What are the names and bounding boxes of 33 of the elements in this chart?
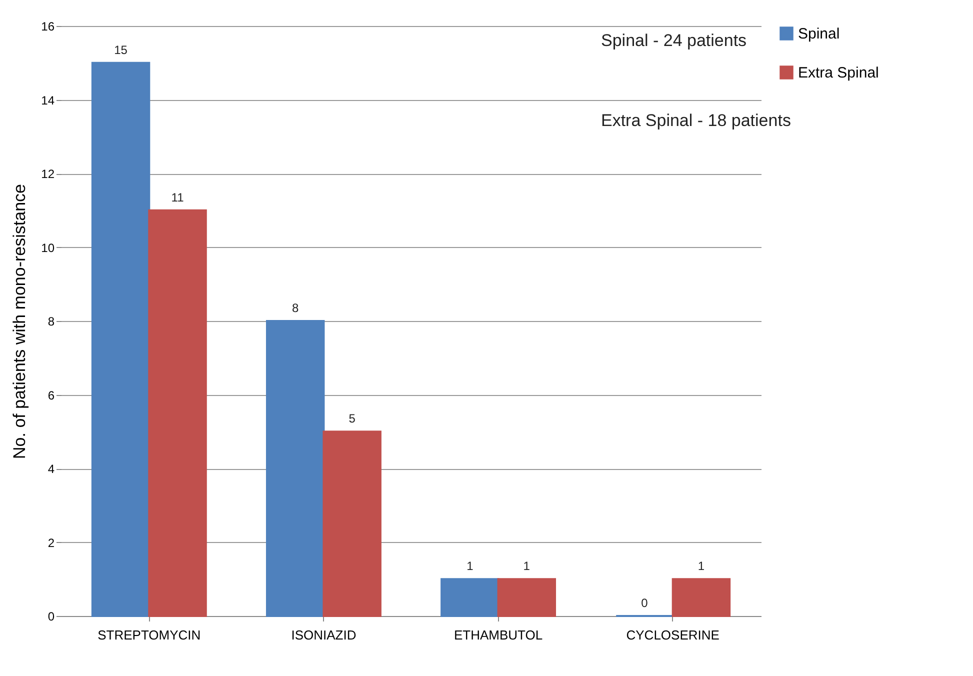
data-label: 11 [171, 190, 184, 204]
bar [91, 62, 150, 617]
y-tick-label: 12 [41, 167, 55, 181]
y-tick-label: 6 [48, 388, 55, 402]
y-tick-label: 4 [48, 462, 55, 476]
bar [497, 578, 556, 617]
y-tick-label: 10 [41, 240, 55, 255]
bar [266, 320, 325, 617]
x-tick-label: ETHAMBUTOL [454, 628, 543, 642]
legend-label: Extra Spinal [798, 64, 879, 82]
data-label: 5 [348, 412, 356, 426]
y-tick-label: 16 [41, 20, 55, 34]
annotation: Extra Spinal - 18 patients [601, 111, 791, 130]
y-tick-label: 0 [48, 610, 55, 624]
y-tick-label: 8 [48, 314, 55, 328]
y-tick-label: 2 [48, 536, 55, 550]
data-label: 1 [698, 559, 705, 574]
legend-label: Spinal [798, 26, 840, 42]
annotation: Spinal - 24 patients [601, 31, 747, 50]
bar [672, 578, 731, 617]
x-tick-label: ISONIAZID [291, 628, 356, 642]
bar [322, 430, 382, 617]
data-label: 8 [292, 301, 300, 315]
data-label: 1 [523, 559, 530, 574]
bar [440, 578, 500, 617]
data-label: 0 [641, 596, 648, 610]
bar [148, 209, 207, 617]
x-tick-label: STREPTOMYCIN [98, 628, 201, 642]
data-label: 15 [114, 42, 128, 57]
y-tick-label: 14 [41, 93, 55, 108]
x-tick-label: CYCLOSERINE [626, 628, 720, 642]
data-label: 1 [466, 559, 474, 574]
y-axis-title: No. of patients with mono-resistance [10, 184, 30, 459]
